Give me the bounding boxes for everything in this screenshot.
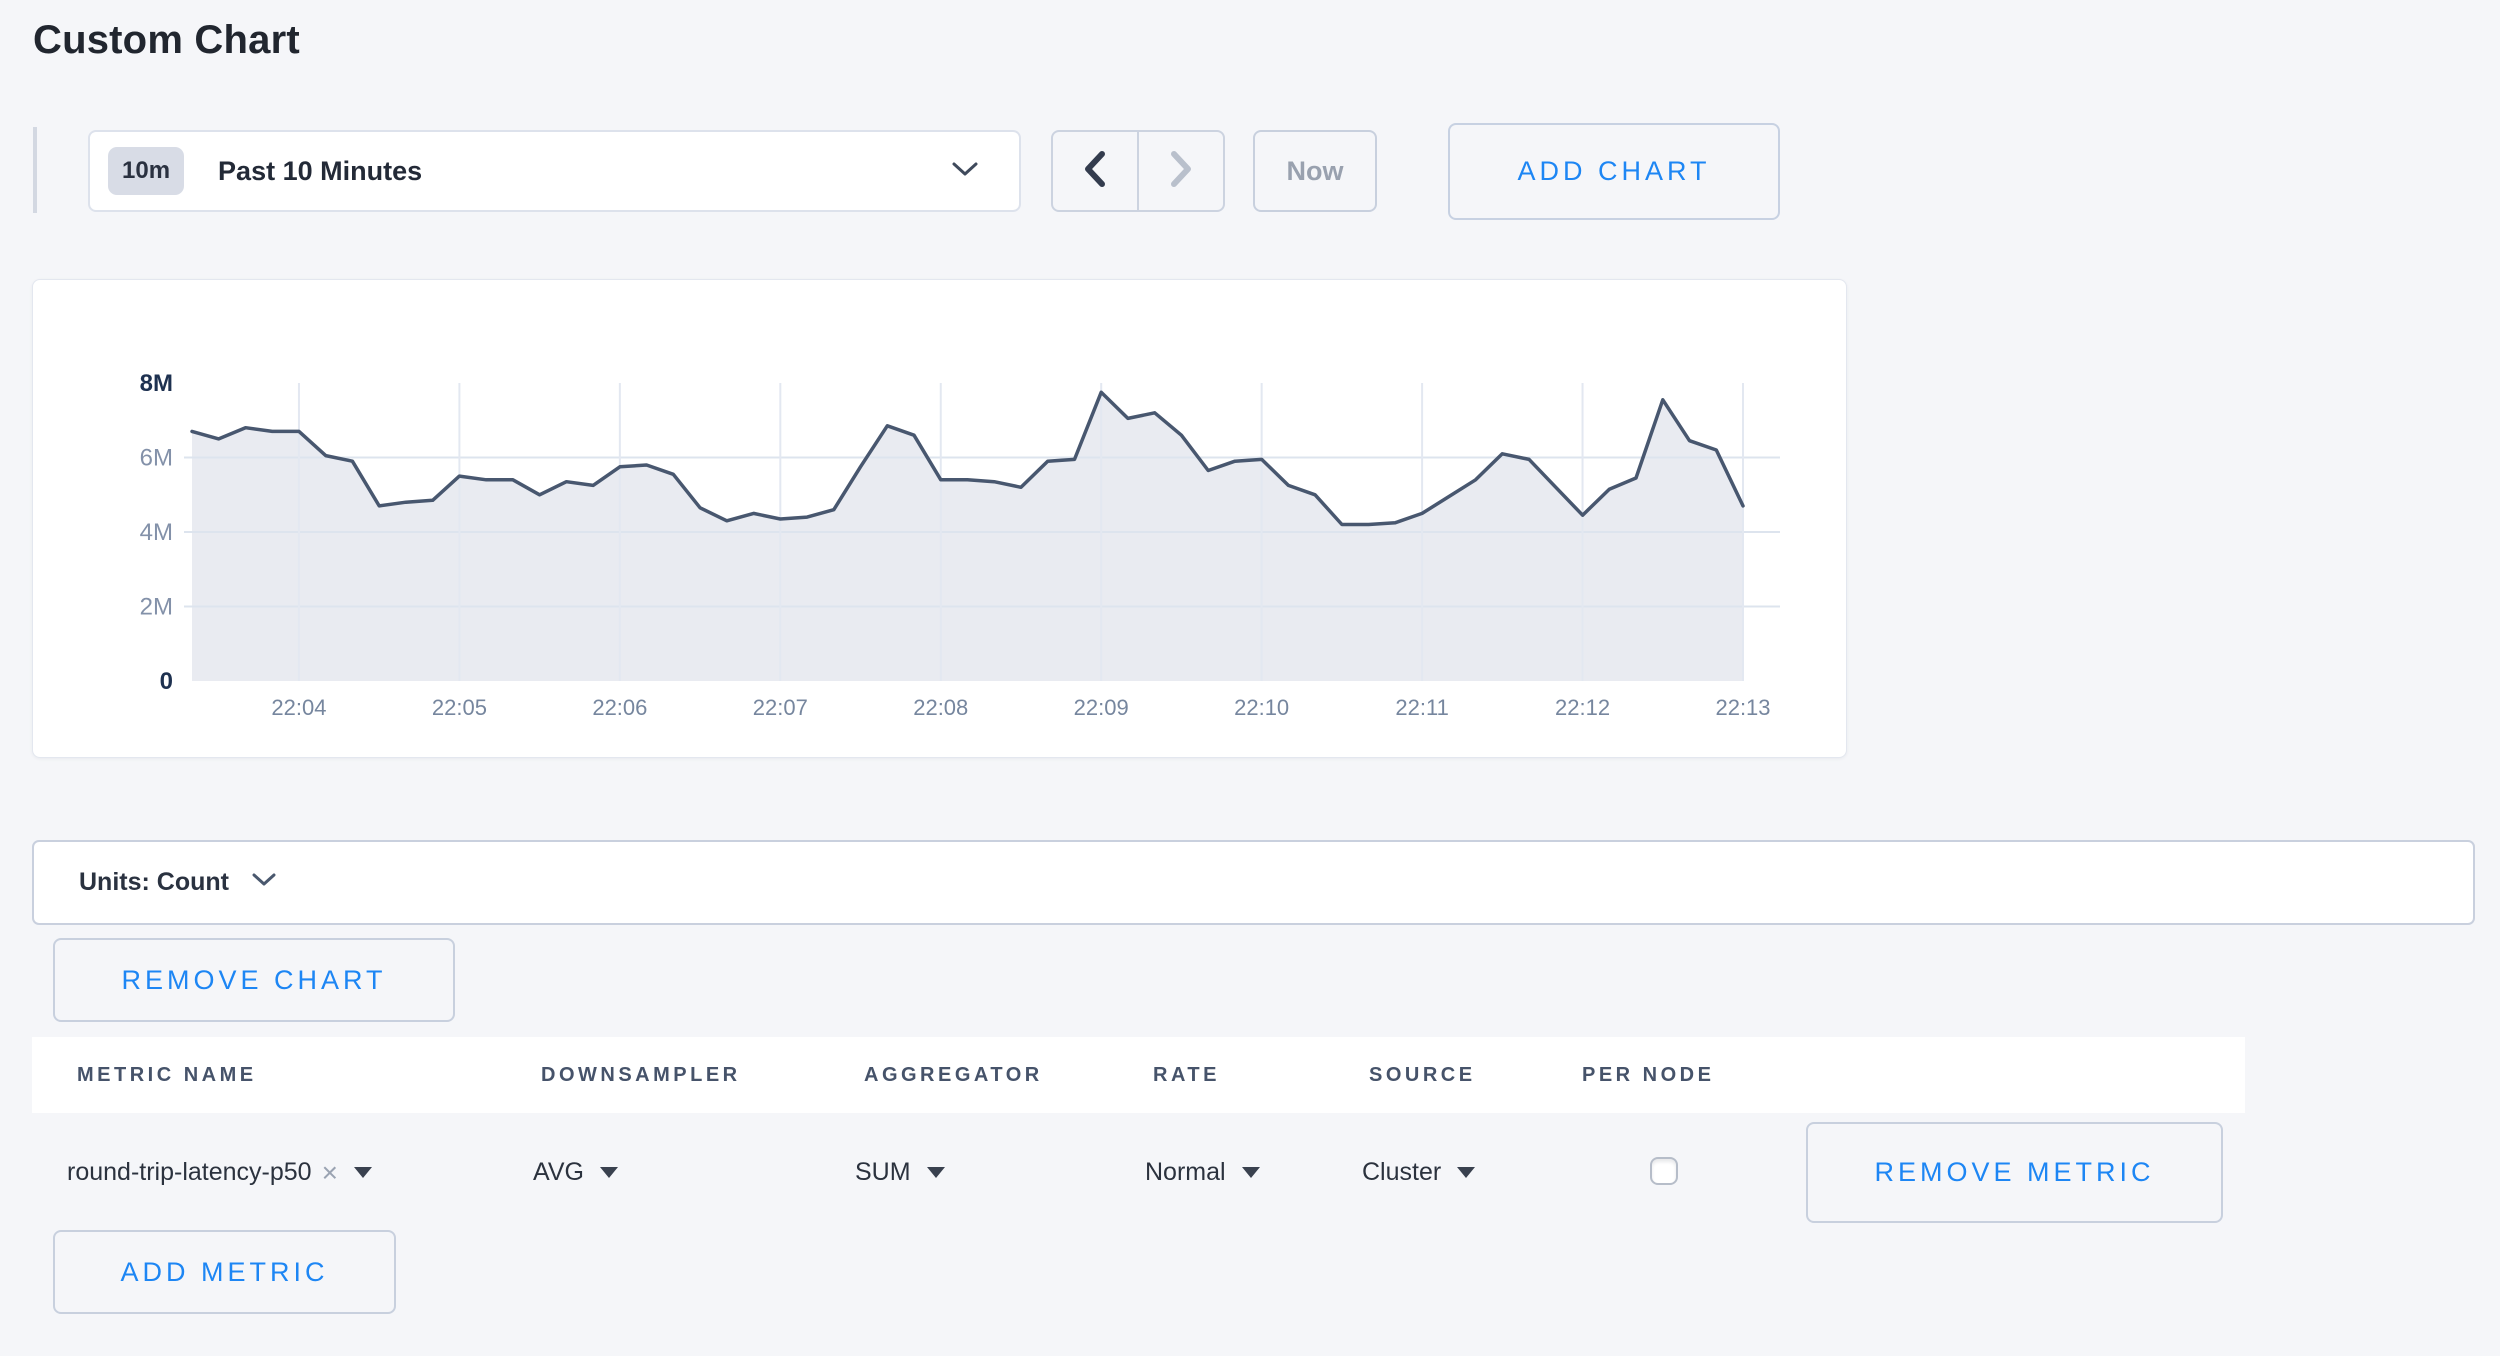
aggregator-value: SUM [855,1158,911,1186]
column-header-per-node: PER NODE [1582,1063,1715,1086]
page-title: Custom Chart [33,18,300,62]
svg-text:4M: 4M [140,519,173,546]
svg-text:22:07: 22:07 [753,695,808,720]
caret-down-icon [353,1167,372,1178]
remove-metric-label: REMOVE METRIC [1874,1157,2155,1187]
chevron-down-icon [251,872,277,893]
svg-text:2M: 2M [140,594,173,621]
metrics-table-header: METRIC NAME DOWNSAMPLER AGGREGATOR RATE … [32,1037,2245,1113]
column-header-rate: RATE [1153,1063,1220,1086]
downsampler-select[interactable]: AVG [533,1122,618,1223]
remove-chart-label: REMOVE CHART [121,964,387,995]
downsampler-value: AVG [533,1158,584,1186]
chevron-down-icon [951,160,979,183]
now-button[interactable]: Now [1253,130,1377,212]
metric-name-select[interactable]: round-trip-latency-p50 × [67,1122,372,1223]
add-chart-label: ADD CHART [1517,156,1711,186]
aggregator-select[interactable]: SUM [855,1122,945,1223]
svg-text:6M: 6M [140,445,173,472]
per-node-checkbox[interactable] [1650,1157,1678,1185]
svg-text:22:06: 22:06 [592,695,647,720]
svg-text:22:10: 22:10 [1234,695,1289,720]
column-header-source: SOURCE [1369,1063,1476,1086]
next-window-button[interactable] [1137,132,1223,210]
svg-text:22:08: 22:08 [913,695,968,720]
units-label: Units: Count [79,868,229,896]
source-select[interactable]: Cluster [1362,1122,1476,1223]
toolbar-accent-divider [33,127,37,213]
caret-down-icon [599,1167,618,1178]
rate-select[interactable]: Normal [1145,1122,1260,1223]
metric-name-value: round-trip-latency-p50 [67,1158,312,1186]
svg-text:8M: 8M [140,370,173,397]
custom-chart-card: 22:04 22:05 22:06 22:07 22:08 22:09 22:10 22:11… [32,279,1847,758]
units-dropdown[interactable]: Units: Count [32,840,2475,925]
chevron-right-icon [1166,149,1196,194]
column-header-aggregator: AGGREGATOR [864,1063,1043,1086]
remove-metric-button[interactable]: REMOVE METRIC [1806,1122,2223,1223]
svg-text:22:12: 22:12 [1555,695,1610,720]
prev-window-button[interactable] [1053,132,1137,210]
caret-down-icon [1241,1167,1260,1178]
svg-text:22:09: 22:09 [1074,695,1129,720]
remove-tag-icon[interactable]: × [321,1156,338,1188]
add-chart-button[interactable]: ADD CHART [1448,123,1780,220]
timeseries-area-chart: 22:04 22:05 22:06 22:07 22:08 22:09 22:10 22:11… [140,370,1780,720]
time-range-badge: 10m [108,147,185,195]
caret-down-icon [926,1167,945,1178]
svg-text:22:11: 22:11 [1395,695,1448,720]
time-window-nav [1051,130,1225,212]
add-metric-label: ADD METRIC [120,1256,329,1287]
svg-text:22:13: 22:13 [1715,695,1770,720]
rate-value: Normal [1145,1158,1226,1186]
column-header-downsampler: DOWNSAMPLER [541,1063,741,1086]
remove-chart-button[interactable]: REMOVE CHART [53,938,455,1022]
caret-down-icon [1457,1167,1476,1178]
column-header-metric-name: METRIC NAME [77,1063,257,1086]
table-row: round-trip-latency-p50 × AVG SUM Normal … [32,1122,2245,1223]
source-value: Cluster [1362,1158,1442,1186]
time-range-dropdown[interactable]: 10m Past 10 Minutes [88,130,1021,212]
chevron-left-icon [1080,149,1110,194]
svg-text:22:05: 22:05 [432,695,487,720]
time-range-label: Past 10 Minutes [218,155,423,186]
add-metric-button[interactable]: ADD METRIC [53,1230,396,1314]
svg-text:0: 0 [160,668,173,695]
svg-text:22:04: 22:04 [271,695,326,720]
